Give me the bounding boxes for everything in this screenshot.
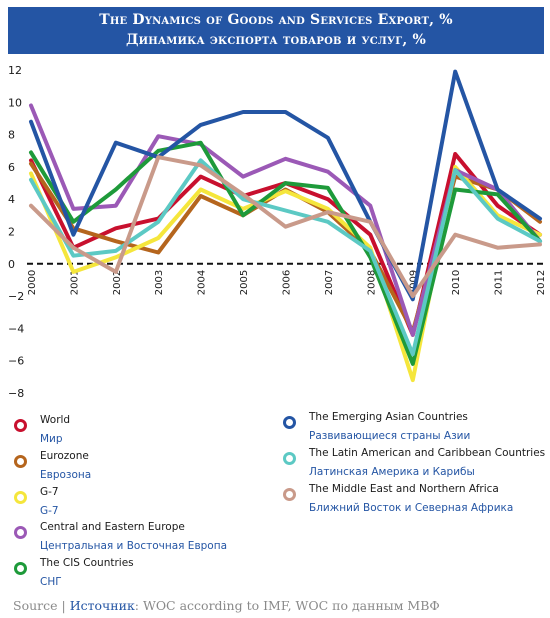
x-tick-label: 2004 xyxy=(197,270,208,295)
legend-label-ru: G-7 xyxy=(40,505,59,517)
x-tick-label: 2010 xyxy=(451,270,462,295)
legend-swatch-icon xyxy=(14,526,27,539)
source-label-ru: Источник xyxy=(69,598,135,613)
x-tick-label: 2002 xyxy=(112,270,123,295)
chart-title-ru: Динамика экспорта товаров и услуг, % xyxy=(125,32,427,48)
legend-label-ru: Латинская Америка и Карибы xyxy=(309,466,475,478)
chart-series-lines xyxy=(29,69,542,383)
chart-title-en: The Dynamics of Goods and Services Expor… xyxy=(99,12,453,28)
chart-title-banner: The Dynamics of Goods and Services Expor… xyxy=(8,7,544,54)
x-tick-label: 2003 xyxy=(154,270,165,295)
x-tick-label: 2000 xyxy=(27,270,38,295)
source-note: Source | Источник: WOC according to IMF,… xyxy=(13,598,440,613)
y-tick-label: −2 xyxy=(8,290,24,303)
legend-swatch-icon xyxy=(14,455,27,468)
legend-label-en: The Emerging Asian Countries xyxy=(309,411,468,423)
y-tick-label: −4 xyxy=(8,322,24,335)
y-tick-label: 12 xyxy=(8,64,22,77)
legend-label-en: The Middle East and Northern Africa xyxy=(309,483,499,495)
series-line-the-middle-east-and-northern-africa xyxy=(29,155,542,299)
y-tick-label: −6 xyxy=(8,355,24,368)
legend-label-en: Central and Eastern Europe xyxy=(40,521,185,533)
legend-label-ru: Ближний Восток и Северная Африка xyxy=(309,502,514,514)
y-tick-label: 0 xyxy=(8,258,15,271)
legend-label-ru: Центральная и Восточная Европа xyxy=(40,540,228,552)
legend-label-en: World xyxy=(40,414,71,426)
legend-swatch-icon xyxy=(14,491,27,504)
legend-label-en: The CIS Countries xyxy=(40,557,134,569)
y-tick-label: 8 xyxy=(8,129,15,142)
series-line-the-emerging-asian-countries xyxy=(29,69,542,302)
legend-swatch-icon xyxy=(283,488,296,501)
legend-label-ru: Еврозона xyxy=(40,469,92,481)
legend-label-ru: Развивающиеся страны Азии xyxy=(309,430,471,442)
y-tick-label: 4 xyxy=(8,193,15,206)
legend-label-en: Eurozone xyxy=(40,450,89,462)
x-tick-label: 2007 xyxy=(324,270,335,295)
series-line-central-and-eastern-europe xyxy=(29,103,542,337)
y-tick-label: −8 xyxy=(8,387,24,400)
x-tick-label: 2006 xyxy=(282,270,293,295)
series-line-the-cis-countries xyxy=(29,140,542,366)
x-tick-label: 2005 xyxy=(239,270,250,295)
y-tick-label: 2 xyxy=(8,226,15,239)
series-line-the-latin-american-and-caribbean-countries xyxy=(29,158,542,357)
x-tick-label: 2012 xyxy=(536,270,547,295)
series-line-g-7 xyxy=(29,164,542,383)
legend-swatch-icon xyxy=(283,452,296,465)
legend-label-en: G-7 xyxy=(40,486,59,498)
y-tick-label: 6 xyxy=(8,161,15,174)
legend-label-ru: Мир xyxy=(40,433,63,445)
x-tick-label: 2001 xyxy=(69,270,80,295)
legend-swatch-icon xyxy=(14,419,27,432)
legend-label-ru: СНГ xyxy=(40,576,62,588)
source-label-en: Source xyxy=(13,598,58,613)
x-tick-label: 2011 xyxy=(494,270,505,295)
source-separator: | xyxy=(57,598,70,613)
x-tick-label: 2008 xyxy=(366,270,377,295)
legend-swatch-icon xyxy=(283,416,296,429)
source-text: : WOC according to IMF, WOC по данным МВ… xyxy=(134,598,440,613)
y-tick-label: 10 xyxy=(8,96,22,109)
legend-label-en: The Latin American and Caribbean Countri… xyxy=(309,447,546,459)
legend-swatch-icon xyxy=(14,562,27,575)
